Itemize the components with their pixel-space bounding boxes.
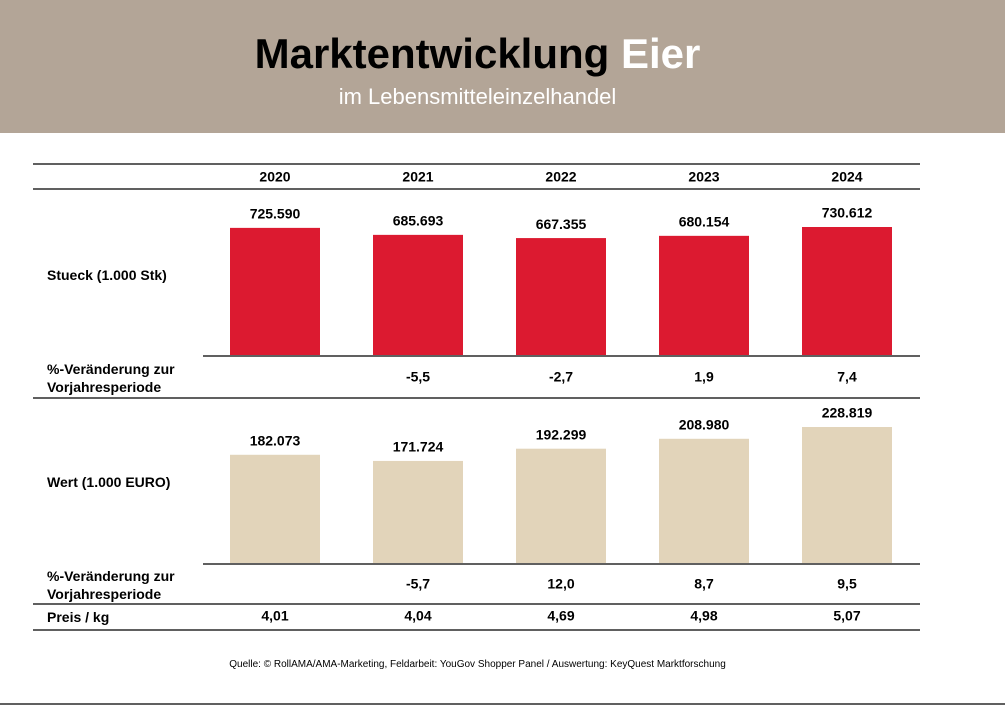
value-label: 171.724 — [393, 439, 444, 455]
title-text: Marktentwicklung — [254, 30, 610, 77]
year-label: 2020 — [259, 169, 290, 185]
change-label: -5,7 — [406, 576, 430, 592]
value-label: 667.355 — [536, 216, 587, 232]
year-label: 2024 — [831, 169, 862, 185]
bar — [373, 234, 463, 355]
change-label: 8,7 — [694, 576, 714, 592]
change-label: 9,5 — [837, 576, 857, 592]
bar — [516, 238, 606, 355]
bar — [659, 438, 749, 563]
price-label: 4,98 — [690, 608, 717, 624]
title-highlight: Eier — [621, 30, 701, 77]
change-label: -2,7 — [549, 369, 573, 385]
value-label: 182.073 — [250, 432, 301, 448]
value-label: 685.693 — [393, 213, 444, 229]
bar — [230, 454, 320, 563]
year-label: 2021 — [402, 169, 433, 185]
change-label: 1,9 — [694, 369, 714, 385]
value-label: 192.299 — [536, 426, 587, 442]
value-label: 208.980 — [679, 416, 730, 432]
change-label: 7,4 — [837, 369, 857, 385]
bar — [373, 460, 463, 563]
value-label: 228.819 — [822, 405, 873, 421]
bar — [659, 235, 749, 355]
year-label: 2023 — [688, 169, 719, 185]
bar — [516, 448, 606, 563]
row-label: Preis / kg — [47, 609, 110, 625]
change-label: 12,0 — [547, 576, 574, 592]
bar — [230, 227, 320, 355]
row-label: Wert (1.000 EURO) — [47, 474, 171, 490]
bar — [802, 227, 892, 355]
row-label: %-Veränderung zur Vorjahresperiode — [47, 361, 175, 395]
price-label: 5,07 — [833, 608, 860, 624]
row-label: %-Veränderung zur Vorjahresperiode — [47, 568, 175, 602]
bar — [802, 427, 892, 563]
change-label: -5,5 — [406, 369, 430, 385]
value-label: 725.590 — [250, 206, 301, 222]
title: Marktentwicklung Eier — [0, 30, 955, 78]
value-label: 680.154 — [679, 214, 730, 230]
year-label: 2022 — [545, 169, 576, 185]
price-label: 4,01 — [261, 608, 288, 624]
subtitle: im Lebensmitteleinzelhandel — [338, 84, 617, 109]
price-label: 4,69 — [547, 608, 574, 624]
header: Marktentwicklung Eier im Lebensmittelein… — [0, 0, 1005, 133]
value-label: 730.612 — [822, 205, 873, 221]
row-label: Stueck (1.000 Stk) — [47, 267, 167, 283]
source-note: Quelle: © RollAMA/AMA-Marketing, Feldarb… — [229, 659, 726, 670]
price-label: 4,04 — [404, 608, 431, 624]
